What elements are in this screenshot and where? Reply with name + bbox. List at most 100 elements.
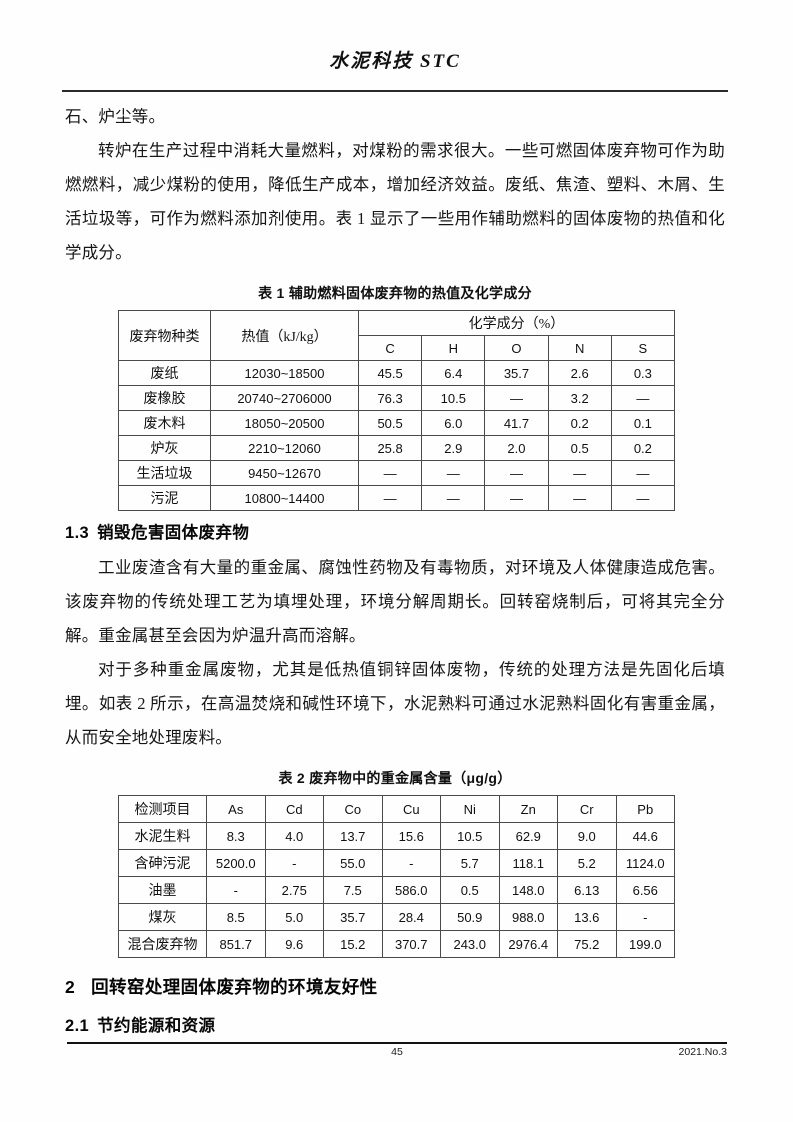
cell-as: 851.7 [206,930,266,958]
cell-as: 8.3 [206,822,266,850]
th-test-item: 检测项目 [118,795,207,823]
cell-zn: 62.9 [498,822,558,850]
cell-n: — [547,485,612,511]
section-title: 节约能源和资源 [97,1017,216,1035]
section-number: 2 [65,977,76,997]
cell-n: 0.2 [547,410,612,436]
running-header: 水泥科技 STC [62,51,728,73]
cell-c: 25.8 [357,435,423,461]
cell-heat: 9450~12670 [210,460,359,486]
cell-ni: 50.9 [440,903,500,931]
cell-s: — [610,460,675,486]
cell-cu: 370.7 [381,930,441,958]
cell-zn: 148.0 [498,876,558,904]
cell-co: 13.7 [323,822,383,850]
cell-o: — [484,485,549,511]
section-heading-2: 2 回转窑处理固体废弃物的环境友好性 [65,970,725,1004]
th-cr: Cr [557,795,617,823]
cell-pb: 6.56 [615,876,675,904]
cell-cu: 586.0 [381,876,441,904]
th-as: As [206,795,266,823]
th-ni: Ni [440,795,500,823]
cell-test-item: 水泥生料 [118,822,207,850]
cell-waste-type: 生活垃圾 [118,460,211,486]
th-cd: Cd [264,795,324,823]
cell-co: 55.0 [323,849,383,877]
cell-s: 0.3 [610,360,675,386]
cell-s: — [610,385,675,411]
section-title: 销毁危害固体废弃物 [97,524,250,542]
cell-test-item: 油墨 [118,876,207,904]
cell-h: 6.4 [421,360,486,386]
table-2-block: 表 2 废弃物中的重金属含量（μg/g） 检测项目 As Cd Co Cu Ni [65,765,725,958]
cell-h: 6.0 [421,410,486,436]
cell-zn: 118.1 [498,849,558,877]
th-heat-value: 热值（kJ/kg） [210,310,359,361]
paragraph-continuation: 石、炉尘等。 [65,107,166,126]
table-2: 检测项目 As Cd Co Cu Ni Zn Cr Pb 水泥生料 8.3 [118,795,675,958]
cell-zn: 2976.4 [498,930,558,958]
journal-title: 水泥科技 STC [329,51,461,72]
cell-test-item: 煤灰 [118,903,207,931]
table-row: 废橡胶 20740~2706000 76.3 10.5 — 3.2 — [118,385,675,411]
footer-divider [67,1042,727,1044]
cell-co: 35.7 [323,903,383,931]
cell-ni: 5.7 [440,849,500,877]
cell-as: - [206,876,266,904]
cell-s: — [610,485,675,511]
table-row: 水泥生料 8.3 4.0 13.7 15.6 10.5 62.9 9.0 44.… [118,822,675,850]
th-co: Co [323,795,383,823]
cell-n: 3.2 [547,385,612,411]
cell-o: — [484,385,549,411]
table-row: 含砷污泥 5200.0 - 55.0 - 5.7 118.1 5.2 1124.… [118,849,675,877]
cell-c: 50.5 [357,410,423,436]
paragraph-2: 工业废渣含有大量的重金属、腐蚀性药物及有毒物质，对环境及人体健康造成危害。该废弃… [65,558,725,645]
cell-cd: - [264,849,324,877]
section-title: 回转窑处理固体废弃物的环境友好性 [91,977,378,997]
cell-h: — [421,485,486,511]
cell-cu: - [381,849,441,877]
cell-pb: 44.6 [615,822,675,850]
cell-ni: 0.5 [440,876,500,904]
page-footer: 45 2021.No.3 [67,1046,727,1064]
paragraph-1: 转炉在生产过程中消耗大量燃料，对煤粉的需求很大。一些可燃固体废弃物可作为助燃燃料… [65,141,725,262]
cell-c: 76.3 [357,385,423,411]
cell-cr: 9.0 [557,822,617,850]
table-row: 混合废弃物 851.7 9.6 15.2 370.7 243.0 2976.4 … [118,930,675,958]
cell-cd: 4.0 [264,822,324,850]
cell-waste-type: 炉灰 [118,435,211,461]
cell-ni: 243.0 [440,930,500,958]
table-1-block: 表 1 辅助燃料固体废弃物的热值及化学成分 废弃物种类 热值（kJ/kg） 化学… [65,280,725,511]
cell-waste-type: 废纸 [118,360,211,386]
section-heading-1-3: 1.3 销毁危害固体废弃物 [65,517,725,549]
paragraph-3: 对于多种重金属废物，尤其是低热值铜锌固体废物，传统的处理方法是先固化后填埋。如表… [65,660,725,747]
cell-c: — [357,460,423,486]
cell-cu: 28.4 [381,903,441,931]
cell-cd: 9.6 [264,930,324,958]
cell-cu: 15.6 [381,822,441,850]
cell-as: 8.5 [206,903,266,931]
cell-waste-type: 废木料 [118,410,211,436]
table-row: 废木料 18050~20500 50.5 6.0 41.7 0.2 0.1 [118,410,675,436]
table-1-header-row-2: C H O N S [119,335,675,361]
cell-s: 0.2 [610,435,675,461]
cell-heat: 10800~14400 [210,485,359,511]
cell-s: 0.1 [610,410,675,436]
table-1-header-row-1: 废弃物种类 热值（kJ/kg） 化学成分（%） [118,310,675,361]
table-2-header-row: 检测项目 As Cd Co Cu Ni Zn Cr Pb [118,795,675,823]
cell-co: 7.5 [323,876,383,904]
th-element-o: O [484,335,549,361]
cell-heat: 18050~20500 [210,410,359,436]
table-row: 炉灰 2210~12060 25.8 2.9 2.0 0.5 0.2 [118,435,675,461]
cell-pb: 199.0 [615,930,675,958]
page-number: 45 [391,1046,403,1058]
table-row: 油墨 - 2.75 7.5 586.0 0.5 148.0 6.13 6.56 [118,876,675,904]
th-zn: Zn [498,795,558,823]
cell-c: — [357,485,423,511]
cell-cr: 6.13 [557,876,617,904]
cell-c: 45.5 [357,360,423,386]
table-row: 生活垃圾 9450~12670 — — — — — [118,460,675,486]
cell-o: — [484,460,549,486]
cell-n: 0.5 [547,435,612,461]
